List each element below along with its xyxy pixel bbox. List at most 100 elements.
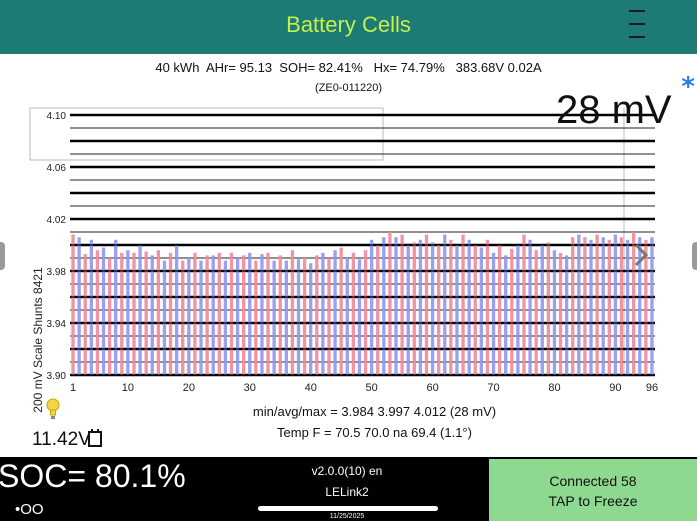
cell-bar [211,255,215,375]
cell-bar [516,245,520,375]
cell-bar [607,239,611,375]
cell-bar [504,255,508,375]
x-tick-label: 70 [487,382,499,394]
cell-bar [241,255,246,375]
cell-bar [418,239,423,375]
aux-battery-voltage: 11.42V [32,429,91,450]
cell-bar [107,258,112,375]
cell-bar [443,234,447,375]
cell-bar [156,250,161,375]
cell-bar [394,237,398,375]
cell-bar [71,234,75,375]
cell-bar [644,239,648,375]
cell-bar [363,250,368,375]
cell-bar [315,255,319,375]
cell-bar [266,252,270,375]
cell-bar [601,237,605,375]
x-tick-label: 80 [548,382,560,394]
cell-bar [217,252,221,375]
cell-bar [101,247,106,375]
cell-bar [83,254,87,375]
x-tick-label: 40 [305,382,317,394]
bluetooth-icon[interactable]: * [681,72,695,102]
x-tick-label: 50 [366,382,378,394]
menu-icon[interactable] [629,10,645,38]
cell-bar [260,254,264,375]
cell-bar [369,239,374,375]
cell-bar [625,239,630,375]
cell-bar [345,258,349,375]
cell-bar [546,242,551,375]
cell-bar [522,234,526,375]
cell-bar [278,255,282,375]
home-indicator[interactable] [258,506,438,511]
cell-stats: min/avg/max = 3.984 3.997 4.012 (28 mV) [252,404,497,419]
battery-summary: 40 kWh AHr= 95.13 SOH= 82.41% Hx= 74.79%… [155,60,542,75]
cell-bar [467,239,471,375]
cell-bar [309,263,313,375]
app-header: Battery Cells [0,0,697,54]
cell-bar [388,232,392,375]
cell-bar [321,252,325,375]
y-tick-label: 4.02 [47,215,67,226]
cell-bar [400,234,404,375]
voltage-spread-label: 28 mV [556,88,672,132]
device-name: LELink2 [325,485,369,499]
cell-bar [583,237,587,375]
cell-bar [327,258,331,375]
cell-bar [120,252,124,375]
chart-svg: 4.10 4.06 4.02 3.98 3.94 3.901 10 20 30 40 50 60 70 8… [29,107,658,394]
cell-bar [424,234,429,375]
cell-bar [534,250,538,375]
y-tick-label: 3.94 [47,319,67,330]
cell-bar [589,239,593,375]
cell-bar [168,252,173,375]
prev-page-arrow[interactable] [0,242,5,270]
cell-bar [455,245,459,375]
x-tick-label: 60 [426,382,438,394]
y-tick-label: 4.06 [47,163,67,174]
date-label: 11/25/2025 [329,513,365,520]
x-tick-label: 20 [183,382,195,394]
tap-to-freeze-label: TAP to Freeze [548,493,638,509]
bulb-icon [46,398,60,419]
cell-voltage-chart[interactable]: 200 mV Scale Shunts 8421 4.10 4.06 4.02 3.9… [0,88,697,418]
x-tick-label: 90 [609,382,621,394]
cell-bar [302,258,307,375]
connected-count: Connected 58 [549,473,637,489]
chart-inset-frame [29,107,384,161]
cell-bar [485,239,490,375]
cell-bar [382,237,386,375]
cell-bar [174,245,179,375]
cell-bar [528,239,532,375]
cell-bar [473,245,477,375]
cell-bar [77,237,81,375]
cell-bar [436,245,441,375]
cell-bar [339,247,343,375]
cell-bar [430,242,435,375]
cell-bar [235,258,240,375]
next-page-arrow[interactable] [692,242,697,270]
connection-status-dots: •OO [15,501,44,518]
cell-bar [619,237,624,375]
cell-bar [181,260,185,375]
x-tick-label: 96 [646,382,658,394]
cell-bar [89,239,94,375]
cell-bar [376,245,380,375]
cell-bar [126,250,130,375]
cell-bar [132,252,136,375]
cell-bar [193,252,197,375]
app-version: v2.0.0(10) en [311,464,383,478]
cell-bar [595,234,599,375]
cell-bar [497,245,502,375]
y-tick-label: 3.98 [47,267,67,278]
cell-bar [150,255,154,375]
cell-bar [290,250,295,375]
cell-bar [406,245,410,375]
cell-bar [631,232,636,375]
y-tick-label: 4.10 [47,111,67,122]
cell-bar [412,242,416,375]
cell-bar [229,252,234,375]
freeze-button[interactable]: Connected 58 TAP to Freeze [489,459,697,521]
cell-bar [510,248,514,375]
